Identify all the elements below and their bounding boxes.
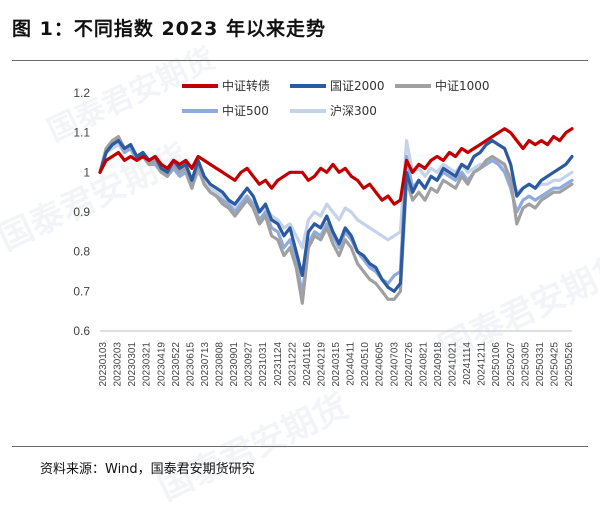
x-tick-label: 20230808	[215, 342, 226, 387]
y-tick-label: 1	[83, 165, 90, 179]
x-tick-label: 20230927	[244, 342, 255, 387]
x-tick-label: 20250106	[491, 342, 502, 387]
series-line-4	[98, 139, 574, 297]
x-tick-label: 20250207	[506, 342, 517, 387]
legend-label: 中证转债	[222, 78, 270, 93]
y-tick-label: 1.1	[73, 126, 90, 140]
x-tick-label: 20230901	[229, 342, 240, 387]
x-tick-label: 20241211	[477, 342, 488, 386]
x-tick-label: 20230103	[98, 342, 109, 387]
x-tick-label: 20231124	[273, 342, 284, 386]
x-tick-label: 20240411	[346, 342, 357, 386]
x-tick-label: 20241114	[462, 342, 473, 385]
x-tick-label: 20230321	[142, 342, 153, 387]
x-tick-label: 20230522	[171, 342, 182, 387]
x-tick-label: 20241021	[448, 342, 459, 387]
x-tick-label: 20240219	[316, 342, 327, 387]
x-tick-label: 20240510	[360, 342, 371, 387]
title-rule	[12, 60, 588, 61]
legend-label: 中证1000	[435, 78, 490, 93]
legend-label: 沪深300	[330, 104, 377, 118]
x-tick-label: 20240605	[375, 342, 386, 387]
x-tick-label: 20230301	[127, 342, 138, 387]
x-tick-label: 20230419	[156, 342, 167, 387]
y-tick-label: 0.7	[73, 284, 90, 298]
series-line-5	[98, 139, 574, 250]
x-tick-label: 20230615	[185, 342, 196, 387]
figure-title: 图 1：不同指数 2023 年以来走势	[12, 18, 326, 40]
x-tick-label: 20240315	[331, 342, 342, 387]
source-rule	[12, 446, 588, 447]
source-note: 资料来源：Wind，国泰君安期货研究	[40, 462, 255, 477]
legend-label: 国证2000	[330, 79, 385, 93]
x-tick-label: 20231222	[287, 342, 298, 387]
x-tick-label: 20250331	[535, 342, 546, 387]
x-tick-label: 20240821	[418, 342, 429, 387]
x-tick-label: 20230713	[200, 342, 211, 387]
x-tick-label: 20240116	[302, 342, 313, 386]
x-tick-label: 20230203	[113, 342, 124, 387]
y-tick-label: 0.9	[73, 205, 90, 219]
x-tick-label: 20240918	[433, 342, 444, 387]
series-line-1	[98, 127, 574, 206]
y-tick-label: 1.2	[73, 86, 90, 100]
x-tick-label: 20250526	[564, 342, 575, 387]
y-tick-label: 0.8	[73, 245, 90, 259]
series-line-3	[98, 135, 574, 305]
x-tick-label: 20250305	[520, 342, 531, 387]
series-line-2	[98, 139, 574, 293]
x-tick-label: 20250425	[549, 342, 560, 387]
legend-label: 中证500	[222, 103, 269, 118]
x-tick-label: 20240726	[404, 342, 415, 387]
x-tick-label: 20231031	[258, 342, 269, 387]
x-tick-label: 20240703	[389, 342, 400, 387]
y-tick-label: 0.6	[73, 324, 90, 338]
